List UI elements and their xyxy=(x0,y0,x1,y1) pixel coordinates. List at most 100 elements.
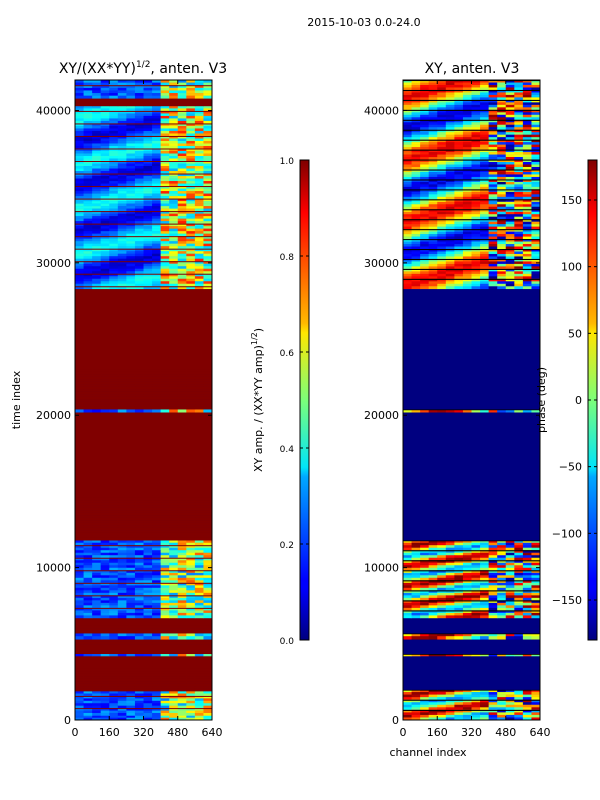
heatmap-cell xyxy=(92,343,102,347)
heatmap-cell xyxy=(134,459,144,463)
heatmap-cell xyxy=(160,545,170,549)
heatmap-cell xyxy=(411,625,421,629)
heatmap-cell xyxy=(152,258,162,262)
heatmap-cell xyxy=(152,203,162,207)
heatmap-cell xyxy=(152,585,162,589)
heatmap-cell xyxy=(134,641,144,645)
heatmap-cell xyxy=(471,562,481,566)
heatmap-cell xyxy=(126,343,136,347)
heatmap-cell xyxy=(92,560,102,564)
heatmap-cell xyxy=(160,582,170,586)
heatmap-cell xyxy=(437,552,447,556)
heatmap-cell xyxy=(143,520,153,523)
heatmap-cell xyxy=(169,527,179,531)
heatmap-cell xyxy=(92,482,102,486)
heatmap-cell xyxy=(522,709,532,713)
heatmap-cell xyxy=(75,276,84,280)
heatmap-cell xyxy=(411,686,421,690)
heatmap-cell xyxy=(143,386,153,390)
heatmap-cell xyxy=(497,646,507,650)
heatmap-cell xyxy=(83,318,93,322)
heatmap-cell xyxy=(160,653,170,657)
heatmap-cell xyxy=(75,216,84,219)
heatmap-cell xyxy=(169,515,179,518)
heatmap-cell xyxy=(100,464,110,468)
heatmap-cell xyxy=(126,467,136,471)
heatmap-cell xyxy=(83,615,93,619)
heatmap-cell xyxy=(100,452,110,456)
heatmap-cell xyxy=(160,607,170,611)
heatmap-cell xyxy=(480,707,490,711)
heatmap-cell xyxy=(75,341,84,345)
heatmap-cell xyxy=(152,263,162,267)
heatmap-cell xyxy=(143,570,153,574)
heatmap-cell xyxy=(126,615,136,619)
heatmap-cell xyxy=(75,419,84,423)
heatmap-cell xyxy=(126,236,136,239)
heatmap-cell xyxy=(117,663,127,667)
heatmap-cell xyxy=(203,338,212,342)
heatmap-cell xyxy=(109,156,119,159)
heatmap-cell xyxy=(83,507,93,511)
heatmap-cell xyxy=(117,396,127,400)
heatmap-cell xyxy=(126,381,136,385)
heatmap-cell xyxy=(92,683,102,687)
heatmap-cell xyxy=(143,246,153,249)
heatmap-cell xyxy=(75,587,84,591)
heatmap-cell xyxy=(92,636,102,640)
heatmap-cell xyxy=(203,158,212,162)
heatmap-cell xyxy=(160,353,170,357)
heatmap-cell xyxy=(100,218,110,222)
heatmap-cell xyxy=(92,258,102,262)
heatmap-cell xyxy=(117,710,127,714)
heatmap-cell xyxy=(177,683,187,687)
heatmap-cell xyxy=(92,326,102,330)
heatmap-cell xyxy=(134,353,144,357)
heatmap-cell xyxy=(454,712,464,716)
heatmap-cell xyxy=(203,550,212,554)
heatmap-cell xyxy=(92,98,102,102)
heatmap-cell xyxy=(134,243,144,247)
heatmap-cell xyxy=(203,333,212,337)
heatmap-cell xyxy=(186,135,196,139)
heatmap-cell xyxy=(177,248,187,252)
heatmap-cell xyxy=(203,173,212,177)
heatmap-cell xyxy=(75,555,84,559)
heatmap-cell xyxy=(117,298,127,302)
heatmap-cell xyxy=(497,661,507,665)
heatmap-cell xyxy=(177,85,187,89)
heatmap-cell xyxy=(126,115,136,119)
heatmap-band xyxy=(75,633,212,640)
heatmap-cell xyxy=(117,585,127,589)
heatmap-cell xyxy=(143,502,153,506)
heatmap-cell xyxy=(117,646,127,650)
heatmap-cell xyxy=(177,525,187,528)
heatmap-cell xyxy=(75,105,84,109)
heatmap-cell xyxy=(505,545,515,549)
heatmap-cell xyxy=(126,442,136,446)
heatmap-cell xyxy=(454,562,464,566)
heatmap-cell xyxy=(203,135,212,139)
heatmap-cell xyxy=(92,527,102,531)
heatmap-cell xyxy=(117,691,127,694)
heatmap-cell xyxy=(177,676,187,679)
heatmap-cell xyxy=(160,658,170,662)
heatmap-cell xyxy=(126,366,136,370)
heatmap-cell xyxy=(428,636,438,640)
heatmap-cell xyxy=(92,661,102,664)
heatmap-cell xyxy=(83,231,93,234)
heatmap-cell xyxy=(454,550,464,554)
heatmap-cell xyxy=(126,409,136,413)
heatmap-cell xyxy=(134,296,144,300)
heatmap-cell xyxy=(160,296,170,300)
heatmap-cell xyxy=(169,644,179,647)
heatmap-cell xyxy=(75,399,84,402)
flag-stripe xyxy=(403,699,540,701)
heatmap-cell xyxy=(83,278,93,282)
heatmap-cell xyxy=(92,648,102,652)
heatmap-cell xyxy=(100,166,110,169)
heatmap-cell xyxy=(134,404,144,407)
heatmap-cell xyxy=(186,683,196,687)
heatmap-cell xyxy=(186,391,196,395)
heatmap-cell xyxy=(194,110,204,114)
